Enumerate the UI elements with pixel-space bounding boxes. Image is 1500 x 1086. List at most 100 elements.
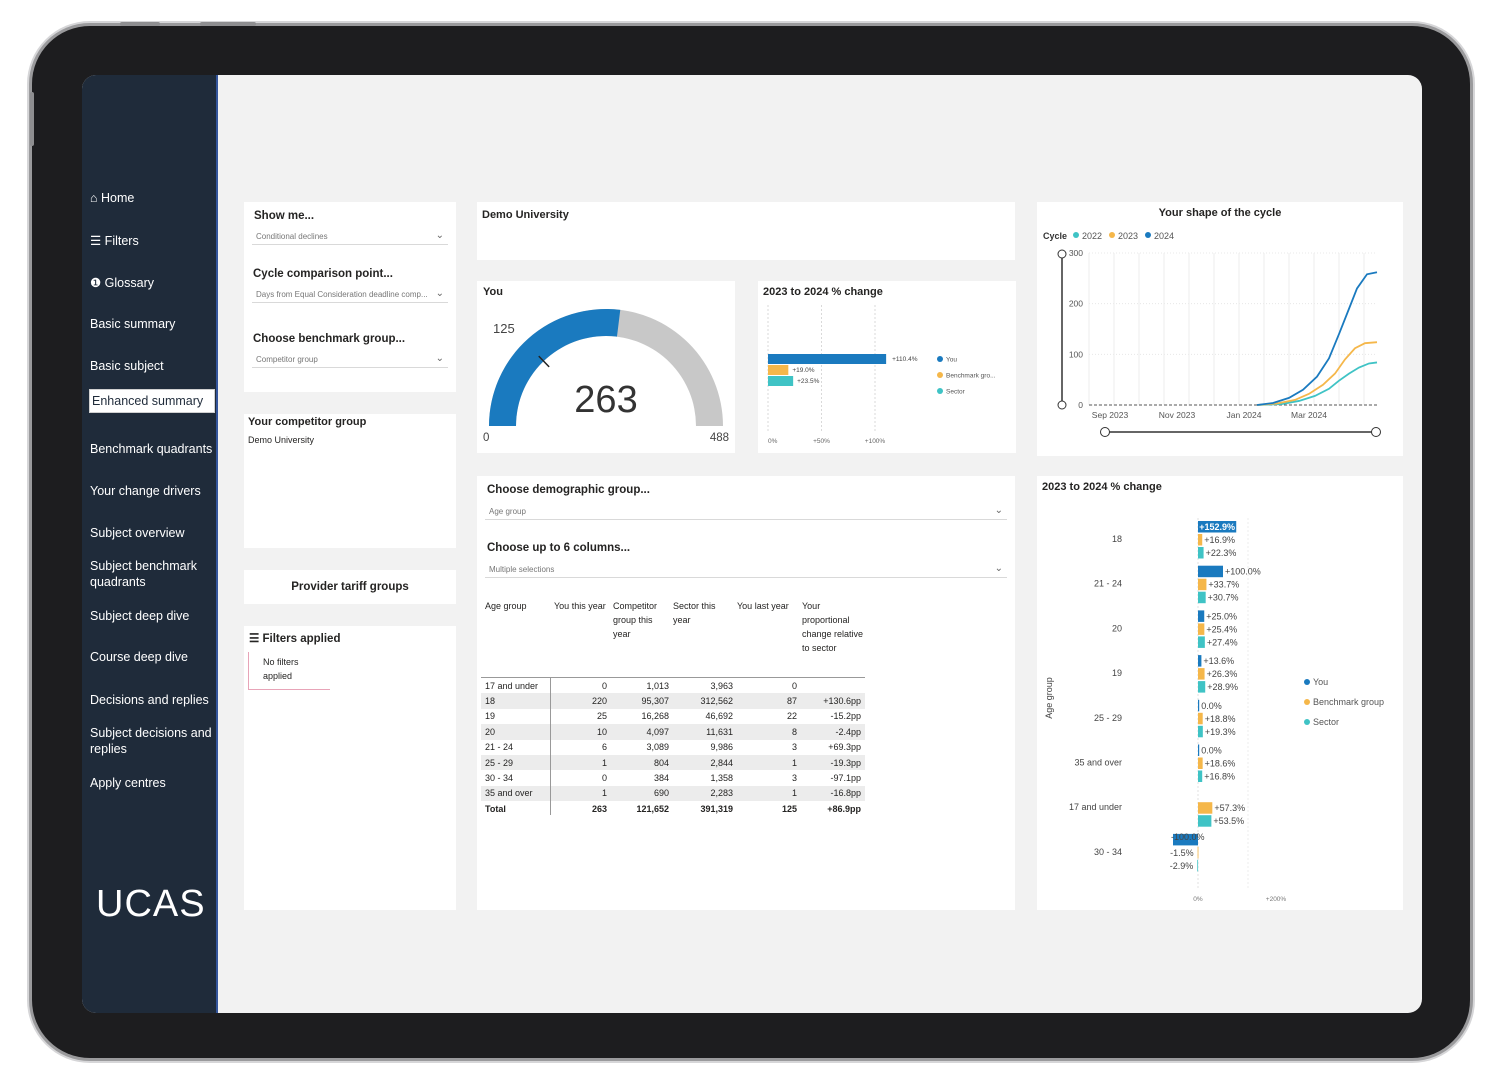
slider-handle[interactable] (1100, 427, 1110, 437)
bar[interactable] (1198, 534, 1203, 546)
nav-decisions-replies[interactable]: Decisions and replies (90, 693, 209, 707)
benchmark-select[interactable]: Competitor group ⌄ (252, 352, 448, 368)
bar[interactable] (768, 354, 887, 364)
nav-glossary[interactable]: ❶ Glossary (90, 276, 154, 290)
nav-subject-decisions-replies[interactable]: Subject decisions and replies (90, 726, 212, 756)
legend-label: 2023 (1118, 231, 1138, 241)
table-cell: Total (485, 803, 506, 814)
show-me-label: Show me... (254, 210, 315, 222)
nav-basic-subject[interactable]: Basic subject (90, 359, 164, 373)
demo-group-value: Age group (489, 507, 526, 516)
col-header[interactable]: Your proportional change relative to sec… (802, 601, 864, 653)
bar[interactable] (1198, 578, 1207, 591)
table-cell: 95,307 (611, 693, 673, 709)
bar[interactable] (1198, 757, 1203, 770)
bar[interactable] (1198, 744, 1200, 757)
col-header[interactable]: You this year (554, 601, 606, 611)
table-cell: +69.3pp (828, 742, 861, 753)
legend-label: Benchmark group (1313, 697, 1384, 707)
bar[interactable] (1198, 699, 1200, 712)
bar[interactable] (1198, 725, 1203, 738)
nav-subject-deep-dive[interactable]: Subject deep dive (90, 609, 190, 623)
bar[interactable] (1197, 859, 1199, 872)
provider-name: Demo University (482, 209, 569, 221)
gauge-target-marker (538, 355, 550, 368)
nav-apply-centres[interactable]: Apply centres (90, 776, 166, 790)
bar[interactable] (1198, 655, 1202, 667)
category-label: 21 - 24 (1094, 579, 1122, 589)
bar[interactable] (1198, 681, 1206, 693)
legend-marker (1304, 719, 1310, 725)
bar[interactable] (1198, 712, 1203, 725)
bar-label: +16.9% (1204, 535, 1235, 545)
bar[interactable] (1198, 668, 1205, 680)
bar[interactable] (768, 376, 794, 386)
cycle-select[interactable]: Days from Equal Consideration deadline c… (252, 287, 448, 303)
benchmark-value: Competitor group (256, 355, 318, 364)
legend-marker (937, 372, 943, 378)
slider-handle[interactable] (1057, 249, 1067, 259)
competitor-title: Your competitor group (248, 416, 367, 428)
bar[interactable] (1198, 770, 1203, 783)
bar-label: +30.7% (1208, 593, 1239, 603)
slider-handle[interactable] (1057, 400, 1067, 410)
demo-group-select[interactable]: Age group ⌄ (485, 504, 1007, 520)
bar[interactable] (1198, 591, 1206, 604)
legend-label: Benchmark gro... (946, 373, 996, 380)
show-me-select[interactable]: Conditional declines ⌄ (252, 229, 448, 245)
table-row: Total 263 121,652 391,319 125 +86.9pp (481, 801, 865, 816)
nav-basic-summary[interactable]: Basic summary (90, 317, 176, 331)
bar[interactable] (1198, 623, 1205, 635)
nav-subject-benchmark-quadrants[interactable]: Subject benchmark quadrants (90, 559, 198, 589)
bar[interactable] (1198, 815, 1212, 827)
bar-label: +18.8% (1205, 714, 1236, 724)
bar[interactable] (1198, 521, 1237, 533)
bar[interactable] (1198, 802, 1213, 814)
table-cell: 9,986 (710, 742, 733, 753)
slider-handle[interactable] (1371, 427, 1381, 437)
table-cell: 312,562 (673, 693, 737, 709)
change-small-chart: 0% +50% +100% +110.4% +19.0% +23.5% You Benchma… (767, 305, 996, 445)
nav-enhanced-summary[interactable]: Enhanced summary (89, 389, 215, 413)
bar[interactable] (1173, 833, 1198, 846)
filters-applied-card: ☰ Filters applied No filters applied (244, 626, 456, 910)
change-big-chart: 0% +200% Age group 18 +152.9% +16.9% +22.3% 21 … (1044, 518, 1384, 903)
gauge-card: You 263 0 488 125 (477, 281, 735, 453)
tariff-button[interactable]: Provider tariff groups (244, 570, 456, 604)
table-cell: 11,631 (673, 724, 737, 740)
demo-cols-select[interactable]: Multiple selections ⌄ (485, 562, 1007, 578)
col-header[interactable]: Sector this year (673, 601, 716, 625)
nav-home[interactable]: ⌂ Home (90, 191, 135, 205)
table-cell: 220 (551, 693, 611, 709)
table-cell: 30 - 34 (485, 773, 514, 784)
col-header[interactable]: You last year (737, 601, 789, 611)
gauge-chart (489, 309, 723, 426)
col-header[interactable]: Competitor group this year (613, 601, 658, 639)
col-header[interactable]: Age group (485, 601, 527, 611)
bar[interactable] (1197, 846, 1199, 859)
nav-subject-overview[interactable]: Subject overview (90, 526, 185, 540)
data-table: 17 and under 0 1,013 3,963 0 18 220 95,307 312,5… (481, 677, 865, 817)
bar[interactable] (1198, 547, 1204, 559)
bar[interactable] (1198, 610, 1205, 622)
bar-label: +26.3% (1207, 669, 1238, 679)
bar[interactable] (1198, 565, 1223, 578)
legend-title: Cycle (1043, 231, 1067, 241)
table-row: 19 25 16,268 46,692 22 -15.2pp (481, 709, 865, 724)
table-cell: +86.9pp (827, 803, 861, 814)
filters-card: Show me... Conditional declines ⌄ Cycle c… (244, 202, 456, 392)
table-cell: -19.3pp (801, 754, 865, 771)
nav-filters[interactable]: ☰ Filters (90, 234, 139, 248)
nav-course-deep-dive[interactable]: Course deep dive (90, 650, 188, 664)
nav-change-drivers[interactable]: Your change drivers (90, 484, 201, 498)
bar[interactable] (768, 365, 789, 375)
bar-label: +152.9% (1199, 522, 1235, 532)
cycle-label: Cycle comparison point... (253, 268, 393, 280)
bar[interactable] (1198, 636, 1205, 648)
legend-marker (1145, 232, 1151, 238)
bar-label: -100.0% (1171, 832, 1205, 842)
table-row: 25 - 29 1 804 2,844 1 -19.3pp (481, 754, 865, 771)
nav-benchmark-quadrants[interactable]: Benchmark quadrants (90, 442, 213, 456)
legend-label: 2022 (1082, 231, 1102, 241)
bar-label: 0.0% (1201, 701, 1222, 711)
